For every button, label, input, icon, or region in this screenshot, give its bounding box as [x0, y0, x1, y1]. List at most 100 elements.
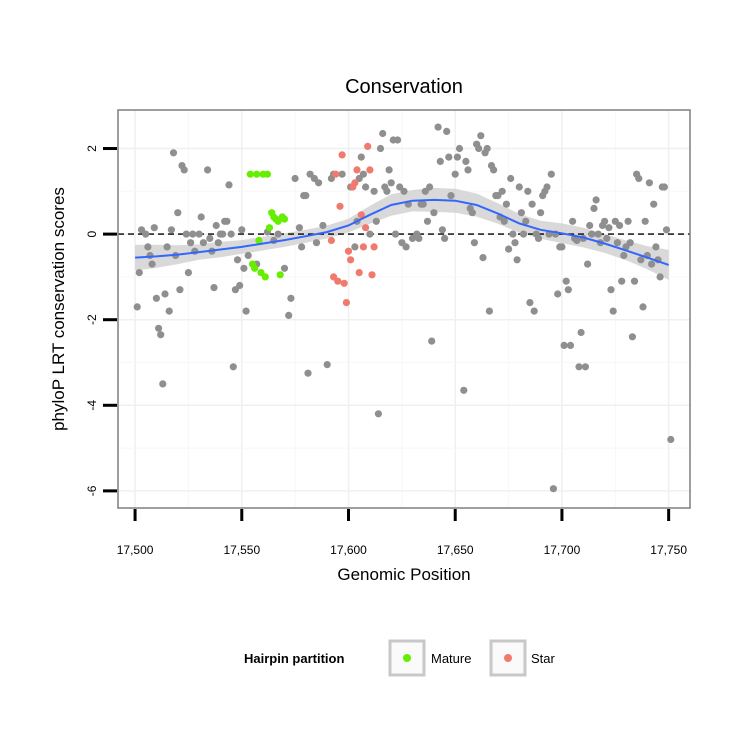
- y-tick-label-2: -2: [85, 314, 99, 325]
- point-other-206: [648, 260, 656, 268]
- point-other-142: [511, 239, 519, 247]
- plot-border: [117, 109, 691, 509]
- point-mature-14: [276, 271, 284, 279]
- point-other-145: [517, 209, 526, 217]
- point-other-127: [479, 254, 487, 262]
- point-star-19: [368, 271, 376, 279]
- point-star-6: [340, 279, 348, 287]
- legend-title: Hairpin partition: [244, 651, 344, 666]
- point-other-177: [586, 221, 594, 230]
- point-other-208: [652, 243, 660, 251]
- point-other-85: [379, 129, 387, 138]
- point-other-188: [609, 307, 617, 315]
- point-other-187: [607, 286, 615, 294]
- point-other-113: [445, 153, 453, 161]
- point-other-186: [605, 224, 613, 232]
- point-other-153: [534, 234, 543, 242]
- legend-label-mature: Mature: [431, 651, 471, 666]
- point-mature-0: [246, 170, 254, 178]
- legend-key-mature: [403, 654, 411, 662]
- point-other-173: [577, 328, 585, 337]
- point-other-89: [387, 179, 395, 187]
- point-other-123: [470, 239, 478, 247]
- point-other-8: [152, 294, 160, 302]
- point-other-39: [223, 217, 231, 225]
- point-other-14: [165, 307, 173, 315]
- point-other-141: [509, 230, 517, 238]
- point-other-9: [155, 324, 163, 332]
- point-other-137: [500, 217, 508, 225]
- point-other-55: [280, 264, 289, 272]
- point-other-185: [603, 234, 611, 242]
- point-other-44: [233, 256, 242, 264]
- point-star-5: [338, 151, 346, 159]
- point-mature-7: [261, 273, 269, 281]
- point-other-30: [204, 166, 212, 174]
- point-mature-2: [251, 264, 259, 272]
- point-other-119: [462, 157, 470, 165]
- point-other-49: [244, 251, 252, 260]
- point-other-148: [524, 187, 532, 195]
- point-other-83: [374, 410, 382, 418]
- point-other-12: [161, 290, 169, 298]
- point-other-84: [376, 144, 385, 153]
- legend: Hairpin partition Mature Star: [244, 639, 556, 677]
- x-tick-label-2: 17,600: [330, 543, 367, 557]
- point-other-190: [613, 239, 622, 247]
- point-star-11: [351, 179, 359, 187]
- point-other-210: [656, 273, 664, 281]
- point-other-154: [537, 209, 545, 217]
- point-other-34: [212, 221, 220, 230]
- point-other-79: [362, 183, 370, 191]
- smooth-fit-line: [135, 198, 670, 266]
- point-other-143: [513, 256, 521, 264]
- point-other-116: [453, 153, 461, 161]
- point-other-175: [581, 363, 590, 371]
- point-other-102: [419, 200, 427, 208]
- point-star-20: [370, 243, 378, 251]
- point-other-202: [639, 303, 647, 311]
- point-other-108: [434, 123, 442, 131]
- point-other-7: [150, 224, 158, 232]
- point-other-125: [475, 144, 483, 153]
- point-other-27: [195, 230, 203, 238]
- point-other-213: [662, 226, 671, 234]
- point-other-95: [400, 187, 408, 195]
- y-axis-label: phyloP LRT conservation scores: [49, 187, 68, 431]
- point-other-196: [626, 239, 634, 247]
- point-other-0: [133, 303, 141, 311]
- point-other-23: [184, 269, 192, 277]
- point-other-184: [601, 217, 609, 225]
- x-tick-label-4: 17,700: [544, 543, 581, 557]
- point-other-130: [485, 307, 493, 315]
- point-other-67: [315, 179, 323, 187]
- point-other-47: [240, 264, 248, 272]
- point-other-56: [285, 311, 293, 319]
- point-other-167: [564, 286, 572, 294]
- point-other-63: [304, 369, 312, 377]
- point-other-139: [505, 245, 513, 253]
- point-star-9: [347, 256, 355, 264]
- x-tick-label-0: 17,500: [117, 543, 154, 557]
- point-mature-4: [255, 236, 263, 245]
- point-other-80: [366, 230, 374, 238]
- point-other-59: [295, 224, 303, 232]
- point-other-5: [146, 251, 154, 260]
- point-other-10: [157, 331, 165, 339]
- point-other-166: [562, 277, 570, 285]
- point-star-8: [344, 247, 353, 255]
- point-other-162: [554, 290, 562, 298]
- point-other-19: [176, 286, 184, 294]
- point-other-15: [167, 226, 175, 234]
- point-other-207: [650, 200, 658, 208]
- point-star-13: [355, 269, 363, 277]
- point-other-62: [302, 192, 310, 200]
- x-tick-label-5: 17,750: [650, 543, 687, 557]
- point-other-110: [438, 226, 446, 234]
- point-other-150: [528, 200, 536, 208]
- point-other-172: [575, 363, 583, 371]
- point-star-0: [327, 236, 335, 245]
- point-star-7: [342, 299, 350, 307]
- point-other-72: [338, 170, 346, 178]
